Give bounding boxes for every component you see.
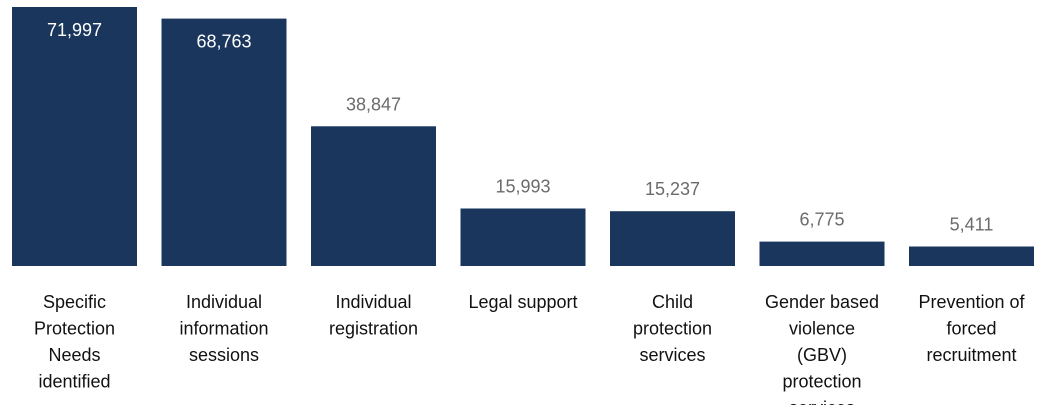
- category-label-1: Specific Protection Needs identified: [34, 292, 115, 392]
- data-label-4: 15,993: [495, 177, 550, 197]
- category-label-line: protection: [782, 372, 861, 392]
- category-label-line: Gender based: [765, 292, 879, 312]
- bar-1: [12, 7, 137, 266]
- data-label-5: 15,237: [645, 179, 700, 199]
- data-label-3: 38,847: [346, 94, 401, 114]
- category-label-line: registration: [329, 319, 418, 339]
- bar-3: [311, 126, 436, 266]
- category-label-line: protection: [633, 319, 712, 339]
- category-label-7: Prevention of forced recruitment: [918, 292, 1025, 365]
- category-label-6: Gender based violence (GBV) protection servi…: [765, 292, 879, 405]
- category-labels-group: Specific Protection Needs identified Individ…: [34, 292, 1026, 405]
- category-label-line: identified: [38, 372, 110, 392]
- category-label-line: services: [789, 398, 855, 405]
- bar-4: [460, 208, 586, 266]
- data-label-1: 71,997: [47, 20, 102, 40]
- bar-5: [610, 211, 735, 266]
- category-label-line: violence: [789, 319, 855, 339]
- category-label-line: services: [639, 345, 705, 365]
- data-label-2: 68,763: [196, 32, 251, 52]
- category-label-line: Protection: [34, 319, 115, 339]
- data-label-7: 5,411: [950, 215, 994, 235]
- category-label-line: Child: [652, 292, 693, 312]
- value-labels-group: 71,997 68,763 38,847 15,993 15,237 6,775 5,411: [47, 20, 993, 235]
- category-label-line: recruitment: [926, 345, 1016, 365]
- bar-7: [909, 246, 1034, 266]
- category-label-line: Individual: [335, 292, 411, 312]
- category-label-line: Individual: [186, 292, 262, 312]
- category-label-line: information: [179, 319, 268, 339]
- category-label-line: sessions: [189, 345, 259, 365]
- bar-6: [759, 241, 885, 266]
- category-label-5: Child protection services: [633, 292, 712, 365]
- category-label-4: Legal support: [468, 292, 577, 312]
- category-label-line: Prevention of: [918, 292, 1025, 312]
- category-label-3: Individual registration: [329, 292, 418, 339]
- category-label-line: (GBV): [797, 345, 847, 365]
- category-label-line: Legal support: [468, 292, 577, 312]
- bars-group: [12, 7, 1034, 266]
- category-label-2: Individual information sessions: [179, 292, 268, 365]
- data-label-6: 6,775: [799, 210, 844, 230]
- category-label-line: Needs: [48, 345, 100, 365]
- category-label-line: forced: [946, 319, 996, 339]
- category-label-line: Specific: [43, 292, 106, 312]
- bar-2: [161, 18, 287, 266]
